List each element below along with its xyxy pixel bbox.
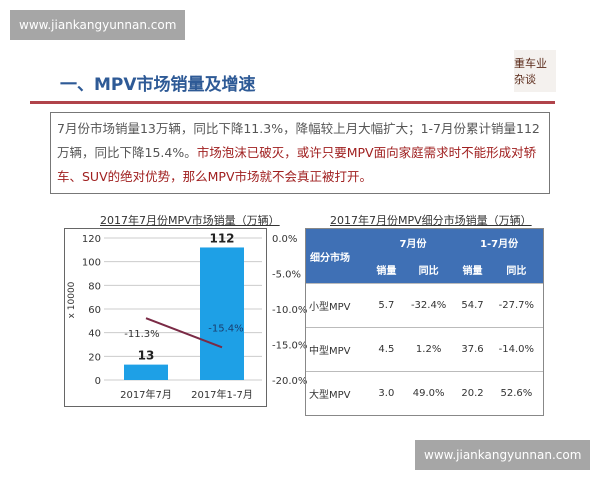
table-row: 小型MPV 5.7 -32.4% 54.7 -27.7% (306, 283, 543, 328)
table-cell: -14.0% (489, 327, 543, 372)
y2-tick-label: -20.0% (272, 376, 307, 387)
chart-frame (64, 228, 267, 407)
chart-title: 2017年7月份MPV市场销量（万辆） (100, 214, 280, 227)
line-value-label: -11.3% (124, 329, 159, 340)
y2-tick-label: -15.0% (272, 341, 307, 352)
table-cell: 20.2 (455, 371, 490, 415)
summary-highlight: 市场泡沫已破灭，或许只要MPV面向家庭需求时不能形成对轿车、SUV的绝对优势，那… (57, 145, 537, 184)
table-cell: -32.4% (402, 283, 456, 328)
bar-value-label: 13 (138, 349, 155, 363)
col-group-july: 7月份 (370, 229, 456, 256)
x-tick-label: 2017年1-7月 (191, 388, 253, 401)
bar (200, 247, 244, 380)
table-cell: 4.5 (370, 327, 403, 372)
table-cell: 49.0% (402, 371, 456, 415)
segment-name: 大型MPV (306, 371, 371, 415)
y-tick-label: 100 (82, 258, 101, 269)
table-cell: -27.7% (489, 283, 543, 328)
page-title: 一、MPV市场销量及增速 (60, 75, 256, 95)
divider (30, 101, 555, 104)
table-cell: 3.0 (370, 371, 403, 415)
table-row: 大型MPV 3.0 49.0% 20.2 52.6% (306, 371, 543, 415)
segment-name: 小型MPV (306, 283, 371, 328)
table-cell: 54.7 (455, 283, 490, 328)
y-tick-label: 80 (88, 281, 101, 292)
logo-text: 重车业杂谈 (514, 57, 547, 86)
col-sales: 销量 (370, 256, 403, 284)
col-sales: 销量 (455, 256, 490, 284)
table-cell: 1.2% (402, 327, 456, 372)
y2-tick-label: -10.0% (272, 305, 307, 316)
y-axis-label: x 10000 (67, 281, 77, 318)
watermark-url-bottom: www.jiankangyunnan.com (415, 440, 590, 470)
y-tick-label: 40 (88, 329, 101, 340)
bar-value-label: 112 (209, 231, 234, 245)
line-value-label: -15.4% (208, 323, 243, 334)
col-yoy: 同比 (489, 256, 543, 284)
y-tick-label: 20 (88, 352, 101, 363)
segment-name: 中型MPV (306, 327, 371, 372)
segment-table-wrap: 细分市场 7月份 1-7月份 销量 同比 销量 同比 小型MPV 5.7 -32.4% 54.7… (305, 228, 544, 416)
table-cell: 5.7 (370, 283, 403, 328)
col-group-ytd: 1-7月份 (455, 229, 543, 256)
table-title: 2017年7月份MPV细分市场销量（万辆） (330, 214, 532, 227)
y-tick-label: 60 (88, 305, 101, 316)
watermark-url: www.jiankangyunnan.com (10, 10, 186, 40)
y-tick-label: 0 (95, 376, 101, 387)
table-cell: 37.6 (455, 327, 490, 372)
bar (124, 364, 168, 380)
table-cell: 52.6% (489, 371, 543, 415)
y2-tick-label: -5.0% (272, 270, 301, 281)
summary-box: 7月份市场销量13万辆，同比下降11.3%，降幅较上月大幅扩大；1-7月份累计销… (50, 112, 550, 194)
brand-logo: 重车业杂谈 (514, 50, 556, 92)
col-segment: 细分市场 (306, 229, 371, 284)
growth-line (145, 317, 223, 349)
summary-text: 7月份市场销量13万辆，同比下降11.3%，降幅较上月大幅扩大；1-7月份累计销… (57, 121, 540, 160)
y-tick-label: 120 (82, 234, 101, 245)
y2-tick-label: 0.0% (272, 234, 297, 245)
table-row: 中型MPV 4.5 1.2% 37.6 -14.0% (306, 327, 543, 372)
col-yoy: 同比 (402, 256, 456, 284)
x-tick-label: 2017年7月 (120, 388, 172, 401)
